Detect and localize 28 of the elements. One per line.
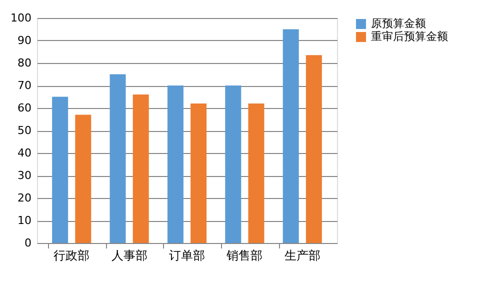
bar <box>248 104 264 243</box>
bar <box>306 55 322 243</box>
y-tick-label: 100 <box>10 12 32 24</box>
legend-label: 原预算金额 <box>371 17 426 30</box>
x-tick-label: 行政部 <box>54 248 90 262</box>
y-tick-label: 0 <box>24 236 32 250</box>
y-tick-label: 40 <box>18 146 32 160</box>
x-tick-label: 人事部 <box>111 248 148 262</box>
bar <box>282 29 299 243</box>
bar <box>110 74 126 243</box>
y-tick-label: 10 <box>18 214 32 227</box>
bar <box>167 86 184 243</box>
bar <box>132 94 149 243</box>
bar <box>52 96 68 243</box>
x-tick-label: 订单部 <box>169 248 205 262</box>
y-tick-label: 20 <box>18 192 32 204</box>
bar <box>225 86 242 243</box>
y-tick-label: 50 <box>18 124 32 137</box>
y-tick-label: 90 <box>18 34 32 47</box>
y-tick-label: 30 <box>18 169 32 182</box>
y-tick-label: 60 <box>18 102 32 114</box>
legend-label: 重审后预算金额 <box>371 30 448 43</box>
y-tick-label: 80 <box>18 56 32 70</box>
bar <box>190 104 207 243</box>
x-tick-label: 销售部 <box>226 248 263 262</box>
x-tick-label: 生产部 <box>284 248 320 262</box>
bar <box>75 114 92 243</box>
y-tick-label: 70 <box>18 79 32 92</box>
